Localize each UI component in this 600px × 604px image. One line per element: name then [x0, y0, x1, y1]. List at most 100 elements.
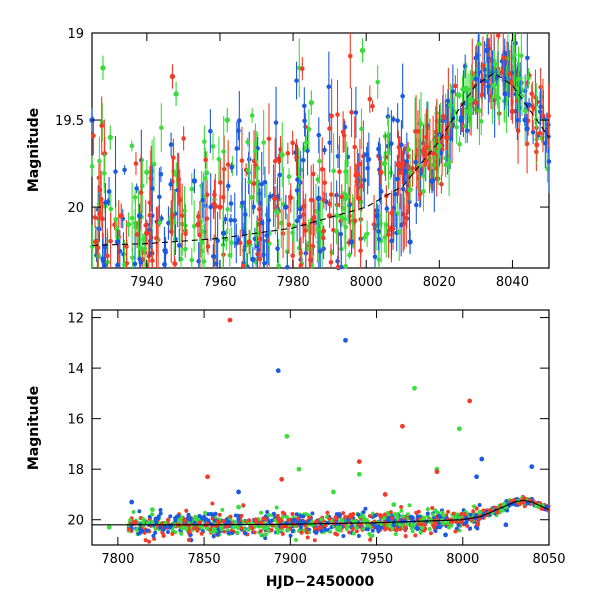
- point-marker: [134, 161, 139, 166]
- data-point: [338, 222, 343, 247]
- point-marker: [173, 262, 178, 267]
- series-marker: [349, 239, 354, 244]
- point-marker: [404, 216, 409, 221]
- point-marker: [368, 514, 372, 518]
- series-point-green: [309, 90, 314, 114]
- point-marker: [139, 190, 144, 195]
- point-marker: [200, 198, 205, 203]
- point-marker: [480, 92, 485, 97]
- point-marker: [105, 254, 110, 259]
- point-marker: [372, 222, 377, 227]
- point-marker: [211, 254, 216, 259]
- point-marker: [180, 213, 185, 218]
- point-marker: [218, 513, 222, 517]
- point-marker: [226, 184, 231, 189]
- point-marker: [221, 149, 226, 154]
- series-marker: [491, 83, 496, 88]
- point-marker: [288, 196, 293, 201]
- point-marker: [447, 160, 452, 165]
- point-marker: [516, 99, 521, 104]
- point-marker: [302, 104, 307, 109]
- point-marker: [96, 254, 101, 259]
- point-marker: [395, 177, 400, 182]
- point-marker: [132, 510, 136, 514]
- point-marker: [341, 130, 346, 135]
- x-tick-label: 7960: [203, 275, 236, 290]
- data-point: [386, 117, 391, 190]
- point-marker: [519, 53, 524, 58]
- point-marker: [348, 54, 353, 59]
- data-point: [159, 508, 163, 512]
- point-marker: [398, 170, 403, 175]
- data-point: [310, 511, 314, 515]
- series-marker: [108, 135, 113, 140]
- data-point: [413, 533, 417, 537]
- series-marker: [407, 187, 412, 192]
- point-marker: [448, 103, 453, 108]
- point-marker: [413, 160, 418, 165]
- point-marker: [236, 237, 241, 242]
- point-marker: [169, 142, 174, 147]
- series-marker: [195, 222, 200, 227]
- point-marker: [198, 520, 202, 524]
- point-marker: [262, 261, 267, 266]
- point-marker: [376, 529, 380, 533]
- series-marker: [272, 196, 277, 201]
- point-marker: [341, 534, 345, 538]
- point-marker: [267, 136, 272, 141]
- point-marker: [98, 188, 103, 193]
- data-point: [363, 507, 367, 511]
- data-point: [412, 523, 416, 527]
- data-point: [459, 512, 463, 516]
- point-marker: [531, 130, 536, 135]
- point-marker: [525, 56, 530, 61]
- point-marker: [229, 241, 234, 246]
- point-marker: [337, 169, 342, 174]
- bottom-panel-points: [126, 495, 550, 544]
- data-point: [190, 173, 195, 206]
- data-point: [147, 540, 151, 544]
- data-point: [358, 225, 363, 268]
- data-point: [267, 103, 272, 174]
- point-marker: [130, 255, 135, 260]
- data-point: [250, 108, 255, 123]
- point-marker: [460, 87, 465, 92]
- point-marker: [241, 503, 245, 507]
- point-marker: [343, 225, 348, 230]
- series-marker: [225, 117, 230, 122]
- series-marker: [93, 239, 98, 244]
- point-marker: [365, 166, 370, 171]
- series-marker: [250, 257, 255, 262]
- data-point: [241, 503, 245, 508]
- point-marker: [516, 128, 521, 133]
- point-marker: [477, 42, 482, 47]
- data-point: [327, 52, 332, 122]
- series-marker: [309, 100, 314, 105]
- point-marker: [371, 529, 375, 533]
- point-marker: [452, 512, 456, 516]
- point-marker: [334, 229, 339, 234]
- data-point: [108, 212, 113, 268]
- series-point-blue: [250, 247, 255, 268]
- point-marker: [358, 248, 363, 253]
- data-point: [408, 503, 412, 507]
- point-marker: [523, 109, 528, 114]
- point-marker: [158, 220, 163, 225]
- point-marker: [298, 215, 303, 220]
- point-marker: [144, 538, 148, 542]
- point-marker: [226, 162, 231, 167]
- point-marker: [446, 99, 451, 104]
- x-tick-label: 8020: [423, 275, 456, 290]
- point-marker: [147, 540, 151, 544]
- series-point-red: [247, 230, 252, 254]
- point-marker: [285, 515, 289, 519]
- point-marker: [286, 151, 291, 156]
- data-point: [99, 96, 104, 154]
- data-point: [285, 252, 290, 270]
- point-marker: [308, 257, 313, 262]
- y-tick-label: 19.5: [55, 114, 84, 129]
- point-marker: [102, 171, 107, 176]
- point-marker: [424, 135, 429, 140]
- series-marker: [283, 204, 288, 209]
